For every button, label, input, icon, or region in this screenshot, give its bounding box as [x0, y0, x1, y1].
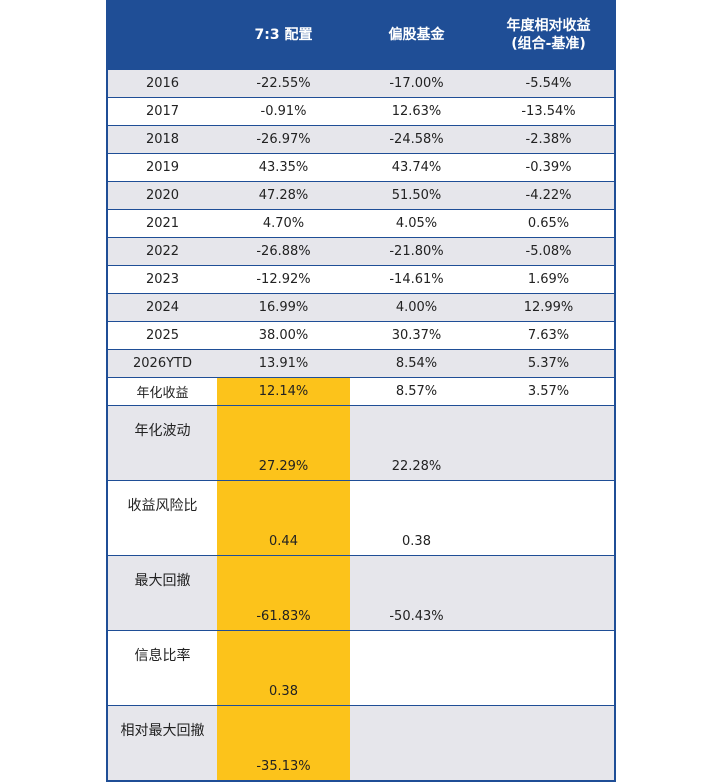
cell-equity-fund: 4.05%: [350, 209, 483, 238]
cell-relative: [483, 555, 615, 631]
cell-equity-fund: 4.00%: [350, 293, 483, 322]
cell-portfolio-highlight: 12.14%: [217, 377, 350, 406]
cell-portfolio-highlight: 0.38: [217, 630, 350, 706]
cell-relative: -5.54%: [483, 69, 615, 98]
cell-portfolio: 43.35%: [217, 153, 350, 182]
cell-portfolio-highlight: 0.44: [217, 480, 350, 556]
cell-equity-fund: 22.28%: [350, 405, 483, 481]
cell-relative: -4.22%: [483, 181, 615, 210]
table-row: 2023 -12.92% -14.61% 1.69%: [107, 265, 615, 294]
header-empty: [107, 0, 217, 70]
row-label: 2022: [107, 237, 217, 266]
row-label: 相对最大回撤: [107, 705, 217, 782]
cell-portfolio: 16.99%: [217, 293, 350, 322]
cell-portfolio: 13.91%: [217, 349, 350, 378]
cell-relative: -0.39%: [483, 153, 615, 182]
cell-equity-fund: 8.57%: [350, 377, 483, 406]
cell-portfolio: -22.55%: [217, 69, 350, 98]
table-row: 2018 -26.97% -24.58% -2.38%: [107, 125, 615, 154]
cell-equity-fund: 51.50%: [350, 181, 483, 210]
table-row-annual-return: 年化收益 12.14% 8.57% 3.57%: [107, 377, 615, 406]
cell-relative: -5.08%: [483, 237, 615, 266]
cell-relative: 5.37%: [483, 349, 615, 378]
table-row: 2021 4.70% 4.05% 0.65%: [107, 209, 615, 238]
cell-equity-fund: -17.00%: [350, 69, 483, 98]
cell-equity-fund: -14.61%: [350, 265, 483, 294]
cell-equity-fund: -24.58%: [350, 125, 483, 154]
cell-portfolio: -0.91%: [217, 97, 350, 126]
table-row: 2026YTD 13.91% 8.54% 5.37%: [107, 349, 615, 378]
table-row: 2020 47.28% 51.50% -4.22%: [107, 181, 615, 210]
table-header: 7:3 配置 偏股基金 年度相对收益 (组合-基准): [107, 0, 615, 70]
stats-row-max-drawdown: 最大回撤 -61.83% -50.43%: [107, 555, 615, 631]
table-row: 2022 -26.88% -21.80% -5.08%: [107, 237, 615, 266]
stats-row-relative-max-drawdown: 相对最大回撤 -35.13%: [107, 705, 615, 782]
table-row: 2019 43.35% 43.74% -0.39%: [107, 153, 615, 182]
row-label: 2024: [107, 293, 217, 322]
row-label: 2026YTD: [107, 349, 217, 378]
cell-relative: -13.54%: [483, 97, 615, 126]
table-row: 2024 16.99% 4.00% 12.99%: [107, 293, 615, 322]
row-label: 年化收益: [107, 377, 217, 406]
cell-portfolio: 47.28%: [217, 181, 350, 210]
cell-portfolio: -26.88%: [217, 237, 350, 266]
cell-portfolio: -12.92%: [217, 265, 350, 294]
cell-equity-fund: 30.37%: [350, 321, 483, 350]
cell-equity-fund: 8.54%: [350, 349, 483, 378]
header-relative-return: 年度相对收益 (组合-基准): [483, 0, 615, 70]
performance-table: 7:3 配置 偏股基金 年度相对收益 (组合-基准) 2016 -22.55% …: [106, 0, 616, 782]
cell-portfolio: 38.00%: [217, 321, 350, 350]
cell-relative: 1.69%: [483, 265, 615, 294]
table-row: 2016 -22.55% -17.00% -5.54%: [107, 69, 615, 98]
cell-relative: [483, 705, 615, 782]
stats-row-volatility: 年化波动 27.29% 22.28%: [107, 405, 615, 481]
cell-relative: 3.57%: [483, 377, 615, 406]
cell-equity-fund: [350, 705, 483, 782]
cell-equity-fund: -21.80%: [350, 237, 483, 266]
performance-table-container: 7:3 配置 偏股基金 年度相对收益 (组合-基准) 2016 -22.55% …: [106, 0, 616, 782]
row-label: 最大回撤: [107, 555, 217, 631]
cell-relative: 7.63%: [483, 321, 615, 350]
cell-equity-fund: -50.43%: [350, 555, 483, 631]
cell-relative: [483, 405, 615, 481]
row-label: 信息比率: [107, 630, 217, 706]
row-label: 2021: [107, 209, 217, 238]
cell-equity-fund: [350, 630, 483, 706]
stats-row-information-ratio: 信息比率 0.38: [107, 630, 615, 706]
row-label: 2025: [107, 321, 217, 350]
row-label: 年化波动: [107, 405, 217, 481]
header-relative-return-line1: 年度相对收益: [506, 17, 591, 34]
cell-portfolio-highlight: -61.83%: [217, 555, 350, 631]
header-relative-return-line2: (组合-基准): [511, 35, 586, 52]
row-label: 2023: [107, 265, 217, 294]
row-label: 2016: [107, 69, 217, 98]
header-portfolio-7-3: 7:3 配置: [217, 0, 350, 70]
cell-relative: 12.99%: [483, 293, 615, 322]
table-row: 2025 38.00% 30.37% 7.63%: [107, 321, 615, 350]
row-label: 收益风险比: [107, 480, 217, 556]
cell-relative: [483, 480, 615, 556]
cell-portfolio: 4.70%: [217, 209, 350, 238]
row-label: 2017: [107, 97, 217, 126]
cell-relative: [483, 630, 615, 706]
row-label: 2019: [107, 153, 217, 182]
cell-relative: -2.38%: [483, 125, 615, 154]
cell-equity-fund: 0.38: [350, 480, 483, 556]
cell-portfolio-highlight: 27.29%: [217, 405, 350, 481]
cell-portfolio-highlight: -35.13%: [217, 705, 350, 782]
cell-portfolio: -26.97%: [217, 125, 350, 154]
cell-equity-fund: 12.63%: [350, 97, 483, 126]
header-equity-fund: 偏股基金: [350, 0, 483, 70]
table-row: 2017 -0.91% 12.63% -13.54%: [107, 97, 615, 126]
cell-relative: 0.65%: [483, 209, 615, 238]
row-label: 2020: [107, 181, 217, 210]
cell-equity-fund: 43.74%: [350, 153, 483, 182]
stats-row-return-risk-ratio: 收益风险比 0.44 0.38: [107, 480, 615, 556]
row-label: 2018: [107, 125, 217, 154]
